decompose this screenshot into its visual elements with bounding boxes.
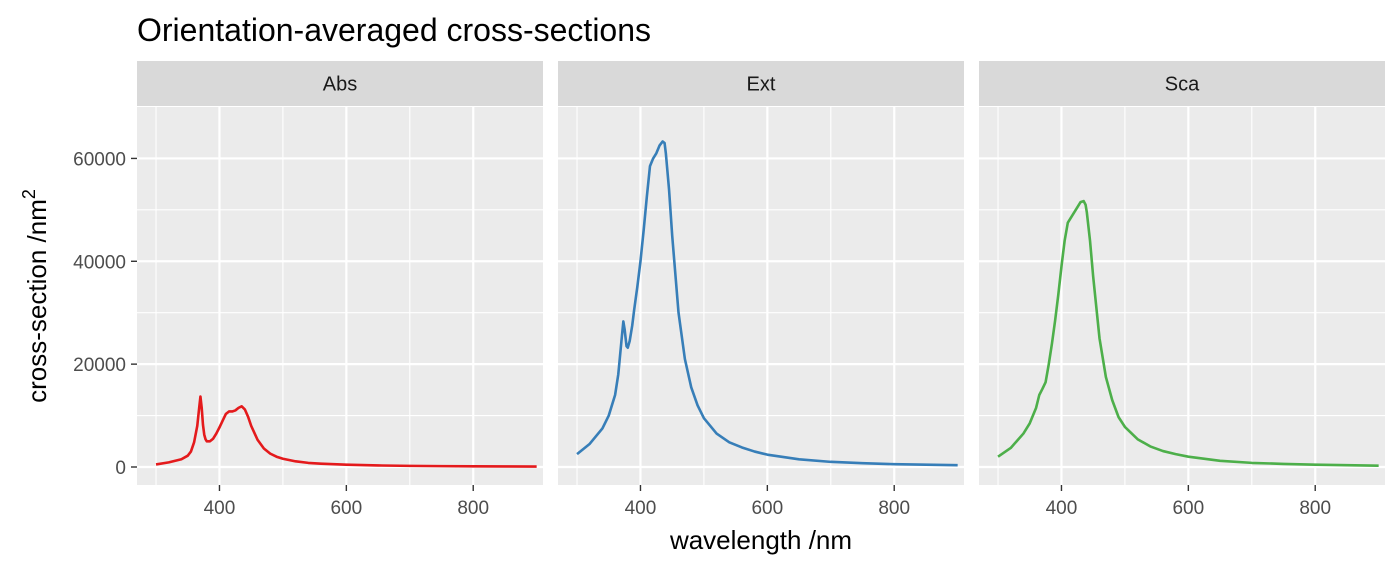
x-axis-title: wavelength /nm [669,525,852,555]
facet-strip-label: Ext [747,74,776,96]
facet-panels: Abs 400 600 800 Ext 400 600 800 Sca 400 600 800 [137,61,1385,519]
facet-strip-label: Sca [1165,74,1200,96]
x-tick-label: 400 [204,498,236,519]
x-tick-label: 800 [1299,498,1331,519]
facet-strip [979,61,1385,106]
y-axis-title: cross-section /nm2 [19,189,52,403]
y-tick-label: 60000 [73,149,126,170]
x-tick-label: 800 [878,498,910,519]
x-tick-label: 800 [457,498,489,519]
y-tick-label: 40000 [73,252,126,273]
panel-background [979,107,1385,485]
facet-strip [137,61,543,106]
y-axis-title-superscript: 2 [19,189,39,199]
x-tick-label: 600 [1172,498,1204,519]
x-tick-label: 400 [625,498,657,519]
series-line-sca [997,199,1379,468]
y-tick-label: 20000 [73,355,126,376]
series-line-ext [576,140,958,467]
y-axis: 0 20000 40000 60000 [73,149,137,479]
facet-panel-abs: Abs 400 600 800 [137,61,543,519]
panel-background [137,107,543,485]
facet-strip [558,61,964,106]
facet-strip-label: Abs [323,74,357,96]
chart-title: Orientation-averaged cross-sections [137,12,651,48]
x-tick-label: 600 [751,498,783,519]
panel-background [558,107,964,485]
facet-panel-ext: Ext 400 600 800 [558,61,964,519]
facet-panel-sca: Sca 400 600 800 [979,61,1385,519]
series-line-abs [155,395,537,468]
x-tick-label: 600 [330,498,362,519]
y-tick-label: 0 [115,458,126,479]
x-tick-label: 400 [1046,498,1078,519]
y-axis-title-base: cross-section /nm [22,199,52,403]
